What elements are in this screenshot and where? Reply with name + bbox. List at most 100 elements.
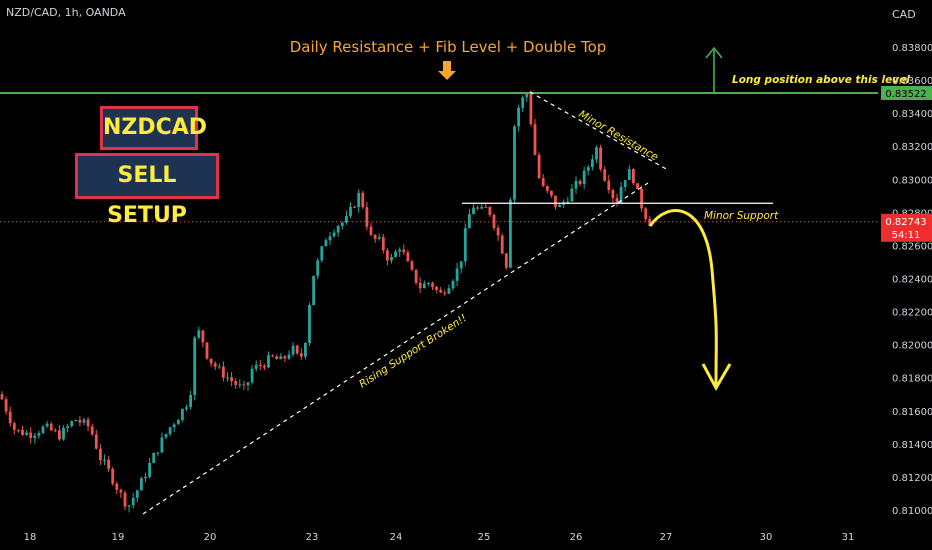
candle-body[interactable] [33, 435, 37, 439]
candle-body[interactable] [271, 355, 274, 357]
candle-body[interactable] [8, 411, 12, 424]
candle-body[interactable] [427, 282, 430, 284]
candle-body[interactable] [603, 169, 607, 181]
candle-body[interactable] [365, 207, 369, 227]
candle-body[interactable] [574, 180, 578, 189]
candle-body[interactable] [492, 215, 496, 228]
candle-body[interactable] [111, 468, 115, 484]
candle-body[interactable] [550, 190, 553, 196]
candle-body[interactable] [632, 169, 635, 184]
candle-body[interactable] [156, 452, 160, 454]
candle-body[interactable] [558, 204, 561, 208]
candle-body[interactable] [193, 337, 197, 396]
candle-body[interactable] [525, 93, 529, 98]
candle-body[interactable] [308, 305, 311, 343]
candle-body[interactable] [37, 433, 41, 436]
candle-body[interactable] [386, 250, 389, 261]
candle-body[interactable] [521, 97, 525, 108]
candle-body[interactable] [304, 342, 307, 357]
candle-body[interactable] [615, 198, 619, 204]
candle-body[interactable] [94, 434, 98, 449]
candle-body[interactable] [422, 283, 426, 289]
candle-body[interactable] [140, 478, 143, 491]
candle-body[interactable] [107, 459, 110, 469]
candle-body[interactable] [451, 280, 455, 289]
minor-resistance-trendline[interactable] [529, 91, 669, 171]
candle-body[interactable] [291, 345, 295, 355]
candle-body[interactable] [283, 356, 287, 359]
candle-body[interactable] [164, 433, 168, 438]
candle-body[interactable] [234, 381, 238, 385]
candle-body[interactable] [439, 289, 443, 293]
candle-body[interactable] [340, 222, 344, 227]
candle-body[interactable] [459, 261, 463, 269]
candle-body[interactable] [607, 180, 611, 190]
candle-body[interactable] [123, 492, 127, 507]
candle-body[interactable] [287, 354, 291, 359]
candle-body[interactable] [332, 232, 336, 237]
candle-body[interactable] [144, 476, 147, 479]
candle-body[interactable] [78, 419, 82, 423]
candle-body[interactable] [468, 214, 471, 229]
candle-body[interactable] [21, 429, 24, 435]
candle-body[interactable] [463, 228, 467, 262]
candle-body[interactable] [586, 167, 590, 171]
candle-body[interactable] [205, 342, 209, 359]
candle-body[interactable] [201, 330, 205, 343]
candle-body[interactable] [357, 192, 361, 208]
candle-body[interactable] [570, 188, 574, 202]
candle-body[interactable] [513, 126, 516, 200]
candle-body[interactable] [345, 215, 348, 223]
candle-body[interactable] [509, 199, 512, 268]
candle-body[interactable] [619, 186, 623, 204]
candle-body[interactable] [455, 268, 459, 281]
candle-body[interactable] [447, 288, 451, 294]
candle-body[interactable] [250, 368, 254, 383]
candle-body[interactable] [49, 423, 53, 431]
candle-body[interactable] [398, 249, 402, 252]
candle-body[interactable] [390, 257, 393, 261]
candle-body[interactable] [554, 195, 557, 208]
candle-body[interactable] [176, 419, 180, 425]
candle-body[interactable] [488, 206, 492, 216]
candle-body[interactable] [275, 356, 279, 360]
candle-body[interactable] [53, 430, 57, 432]
candle-body[interactable] [377, 237, 381, 239]
candle-body[interactable] [435, 287, 438, 290]
candle-body[interactable] [135, 490, 139, 498]
candle-body[interactable] [623, 180, 627, 187]
candle-body[interactable] [394, 251, 397, 258]
candle-body[interactable] [381, 237, 385, 251]
candle-body[interactable] [66, 426, 69, 428]
candle-body[interactable] [12, 423, 16, 430]
candle-body[interactable] [213, 363, 217, 367]
candle-body[interactable] [299, 353, 303, 357]
candle-body[interactable] [45, 423, 49, 427]
candle-body[interactable] [115, 483, 119, 490]
candle-body[interactable] [644, 208, 648, 219]
candle-body[interactable] [127, 505, 131, 507]
candle-body[interactable] [484, 206, 488, 208]
candle-body[interactable] [0, 394, 4, 400]
x-axis[interactable]: 18 19 20 23 24 25 26 27 30 31 [24, 532, 855, 543]
candle-body[interactable] [148, 462, 151, 477]
candle-body[interactable] [431, 282, 434, 288]
candle-body[interactable] [414, 269, 418, 283]
candle-body[interactable] [103, 459, 106, 461]
candle-body[interactable] [349, 206, 352, 216]
candle-body[interactable] [328, 236, 332, 241]
candle-body[interactable] [152, 453, 156, 463]
candle-body[interactable] [611, 189, 615, 199]
candle-body[interactable] [472, 207, 475, 215]
candle-body[interactable] [242, 384, 246, 386]
candle-body[interactable] [316, 260, 320, 276]
candle-body[interactable] [168, 427, 172, 434]
candle-body[interactable] [254, 364, 258, 369]
candle-body[interactable] [320, 246, 324, 261]
candle-body[interactable] [476, 207, 479, 209]
candle-body[interactable] [29, 432, 33, 439]
candle-body[interactable] [336, 226, 340, 233]
rising-support-trendline[interactable] [142, 182, 649, 515]
candle-body[interactable] [599, 147, 602, 170]
